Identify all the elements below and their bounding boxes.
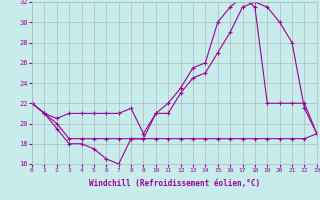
X-axis label: Windchill (Refroidissement éolien,°C): Windchill (Refroidissement éolien,°C) <box>89 179 260 188</box>
